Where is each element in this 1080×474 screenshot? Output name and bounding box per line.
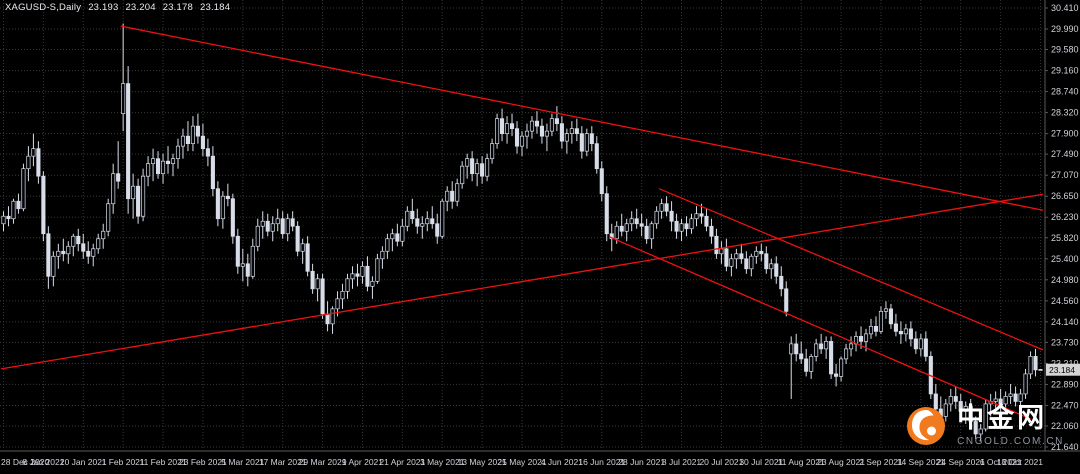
date-axis-label: 6 Oct 2021 (980, 457, 1022, 467)
date-axis-label: 8 Jul 2021 (662, 457, 701, 467)
trend-line-4[interactable] (608, 236, 1031, 420)
price-axis-label: 29.990 (1051, 24, 1079, 34)
date-axis-label: 20 Jul 2021 (699, 457, 743, 467)
date-axis-label: 28 Jun 2021 (618, 457, 665, 467)
watermark-site-name: 中金网 (957, 403, 1048, 433)
trend-line-3[interactable] (658, 188, 1044, 351)
price-axis-label: 25.820 (1051, 233, 1079, 243)
date-axis-label: 17 Mar 2021 (259, 457, 307, 467)
date-axis-label: 11 Feb 2021 (139, 457, 186, 467)
price-axis-label: 29.580 (1051, 45, 1079, 55)
price-axis-label: 23.730 (1051, 337, 1079, 347)
watermark-site-url: CNGOLD.COM.CN (957, 436, 1064, 447)
price-axis-label: 23.310 (1051, 358, 1079, 368)
price-axis-label: 22.890 (1051, 379, 1079, 389)
price-axis-label: 28.320 (1051, 108, 1079, 118)
symbol-timeframe-label: XAGUSD-S,Daily (5, 2, 82, 13)
chart-title-ohlc: XAGUSD-S,Daily 23.193 23.204 23.178 23.1… (5, 2, 230, 13)
grid-lines (0, 0, 1044, 450)
date-axis-label: 24 Sep 2021 (937, 457, 985, 467)
ohlc-high: 23.204 (125, 2, 156, 13)
price-axis-label: 27.070 (1051, 170, 1079, 180)
date-axis-label: 5 Mar 2021 (221, 457, 264, 467)
date-axis-label: 28 Dec 2020 (1, 457, 49, 467)
price-axis-label: 30.410 (1051, 3, 1079, 13)
trend-line-1[interactable] (120, 25, 1044, 211)
date-axis-label: 18 Oct 2021 (997, 457, 1044, 467)
trend-lines[interactable] (0, 25, 1044, 420)
date-axis-label: 13 May 2021 (458, 457, 507, 467)
ohlc-close: 23.184 (199, 2, 231, 13)
date-axis-label: 25 May 2021 (497, 457, 546, 467)
price-axis-label: 27.490 (1051, 149, 1079, 159)
date-axis-label: 30 Jul 2021 (739, 457, 783, 467)
price-axis-label: 28.740 (1051, 87, 1079, 97)
date-axis-label: 21 Apr 2021 (379, 457, 425, 467)
current-price-value: 23.184 (1049, 365, 1075, 375)
price-axis-label: 27.900 (1051, 129, 1079, 139)
date-axis-label: 20 Jan 2021 (60, 457, 107, 467)
price-axis-label: 26.650 (1051, 191, 1079, 201)
price-axis-label: 22.060 (1051, 421, 1079, 431)
price-axis-label: 25.400 (1051, 254, 1079, 264)
date-axis-label: 16 Jun 2021 (578, 457, 625, 467)
date-axis-label: 1 Feb 2021 (102, 457, 145, 467)
date-axis-label: 9 Apr 2021 (342, 457, 383, 467)
date-axis-label: 23 Feb 2021 (179, 457, 227, 467)
price-axis-label: 24.980 (1051, 275, 1079, 285)
date-axis-label: 8 Jan 2021 (22, 457, 64, 467)
price-axis: 30.410 29.990 29.580 29.160 28.740 28.320 27.9… (1044, 0, 1079, 452)
date-axis-label: 23 Aug 2021 (817, 457, 865, 467)
price-axis-label: 22.470 (1051, 400, 1079, 410)
cngold-logo-icon (907, 407, 946, 445)
date-axis-label: 2 Sep 2021 (859, 457, 903, 467)
trend-line-2[interactable] (0, 193, 1044, 370)
price-axis-label: 24.140 (1051, 317, 1079, 327)
price-axis-label: 24.560 (1051, 296, 1079, 306)
date-axis-label: 3 May 2021 (420, 457, 465, 467)
date-axis-label: 14 Sep 2021 (897, 457, 945, 467)
watermark: 中金网 CNGOLD.COM.CN (904, 404, 1064, 448)
price-axis-label: 29.160 (1051, 66, 1079, 76)
ohlc-low: 23.178 (162, 2, 193, 13)
price-axis-label: 26.230 (1051, 212, 1079, 222)
date-axis-label: 4 Jun 2021 (541, 457, 583, 467)
current-price-badge: 23.184 (1046, 363, 1080, 376)
date-axis-label: 11 Aug 2021 (778, 457, 825, 467)
ohlc-open: 23.193 (88, 2, 119, 13)
price-axis-label: 21.640 (1051, 442, 1079, 452)
date-axis-label: 29 Mar 2021 (299, 457, 347, 467)
